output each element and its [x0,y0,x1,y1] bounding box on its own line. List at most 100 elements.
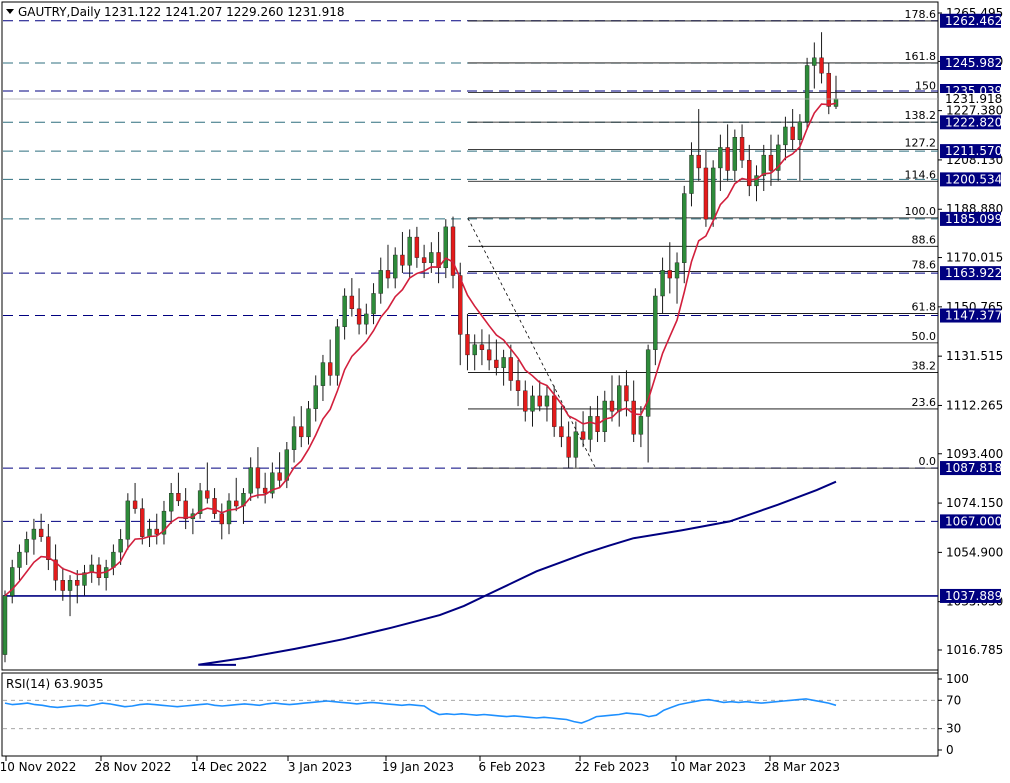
candle-body-22 [161,510,167,535]
fib-label-1: 161.8 [905,50,937,63]
candle-body-72 [523,390,528,412]
level-tag-label-0: 1262.462 [945,14,1002,28]
candle-body-53 [385,270,391,279]
fib-label-8: 78.6 [912,258,937,271]
y-tick-label-9: 1093.400 [946,447,1003,461]
candle-body-28 [205,490,210,499]
candle-body-97 [703,167,709,220]
candle-body-4 [31,528,37,540]
fib-label-0: 178.6 [905,8,937,21]
candle-body-29 [212,498,217,514]
candle-body-58 [421,257,427,263]
candle-body-41 [299,426,304,438]
y-tick-label-8: 1112.265 [946,398,1003,412]
fib-trendline [467,218,597,470]
level-tag-label-5: 1200.534 [945,172,1002,186]
candle-body-85 [617,385,622,412]
x-tick-label-5: 6 Feb 2023 [478,760,545,774]
candle-body-44 [320,362,326,386]
candle-body-32 [234,500,239,507]
candle-body-114 [826,72,831,107]
candle-body-105 [761,154,766,176]
symbol-label: GAUTRY,Daily [18,5,101,19]
candle-body-50 [364,313,369,325]
candle-body-8 [60,580,65,591]
level-tag-label-8: 1147.377 [945,309,1002,323]
candle-body-31 [226,500,232,525]
level-tag-11 [940,588,1001,603]
x-tick-label-6: 22 Feb 2023 [575,760,650,774]
level-tag-0 [940,13,1001,28]
candle-body-43 [313,385,318,409]
level-tag-label-3: 1222.820 [945,115,1002,129]
candle-body-6 [46,536,51,561]
fib-label-2: 150 [915,79,936,92]
candle-body-115 [833,98,839,107]
candle-body-1 [10,567,15,596]
y-tick-label-2: 1227.380 [946,104,1003,118]
x-tick-label-7: 10 Mar 2023 [670,760,746,774]
candle-body-0 [2,595,8,655]
level-tag-8 [940,308,1001,323]
candle-body-42 [306,408,311,438]
slow-ma-layer [198,480,837,666]
candle-body-15 [111,551,116,568]
candle-body-25 [183,500,188,520]
level-tag-6 [940,211,1001,226]
price-tags: 1262.4621245.9821235.0391222.8201211.570… [3,13,1002,603]
current-price-tag [940,92,1001,105]
candle-body-92 [667,270,672,279]
ema-layer [4,102,837,597]
slow-ma-line [198,480,837,666]
y-tick-label-5: 1170.015 [946,251,1003,265]
candle-body-88 [638,416,644,435]
level-tag-9 [940,461,1001,476]
candle-body-7 [53,559,58,581]
candle-body-46 [335,326,340,376]
symbol-menu-icon[interactable] [6,9,14,14]
rsi-line [4,698,837,724]
candle-body-100 [725,147,730,171]
candle-body-40 [291,426,297,450]
candle-body-95 [689,154,694,194]
candle-body-38 [277,472,282,481]
level-tag-label-11: 1037.889 [945,589,1002,603]
candle-body-54 [393,254,398,279]
candle-body-78 [566,436,571,458]
candle-body-70 [508,357,514,381]
current-price-label: 1231.918 [945,92,1002,106]
x-tick-label-2: 14 Dec 2022 [191,760,268,774]
candle-body-96 [696,154,701,169]
candle-body-13 [96,564,102,578]
candle-body-61 [443,226,448,269]
candle-body-45 [327,362,333,376]
candle-body-51 [371,293,376,315]
candle-body-10 [75,580,80,586]
candle-body-9 [67,580,73,591]
candle-body-93 [674,262,680,279]
fib-label-3: 138.2 [905,109,937,122]
candle-body-110 [797,121,803,140]
candle-body-107 [776,144,781,171]
rsi-label: RSI(14) 63.9035 [6,677,104,691]
fib-label-13: 0.0 [919,455,937,468]
fib-label-5: 114.6 [905,168,937,181]
candle-body-112 [812,57,817,66]
candle-body-76 [551,395,557,427]
x-tick-label-0: 10 Nov 2022 [0,760,76,774]
candle-body-27 [197,490,203,514]
x-tick-label-4: 19 Jan 2023 [382,760,454,774]
candle-body-98 [710,167,716,220]
level-tag-label-7: 1163.922 [945,266,1002,280]
candle-body-69 [501,357,506,368]
level-tag-4 [940,144,1001,159]
level-tag-label-1: 1245.982 [945,56,1002,70]
candle-body-79 [573,431,579,458]
candle-body-84 [609,400,615,412]
candle-body-48 [349,295,355,310]
y-tick-label-11: 1054.900 [946,545,1003,559]
candle-body-99 [718,147,723,169]
